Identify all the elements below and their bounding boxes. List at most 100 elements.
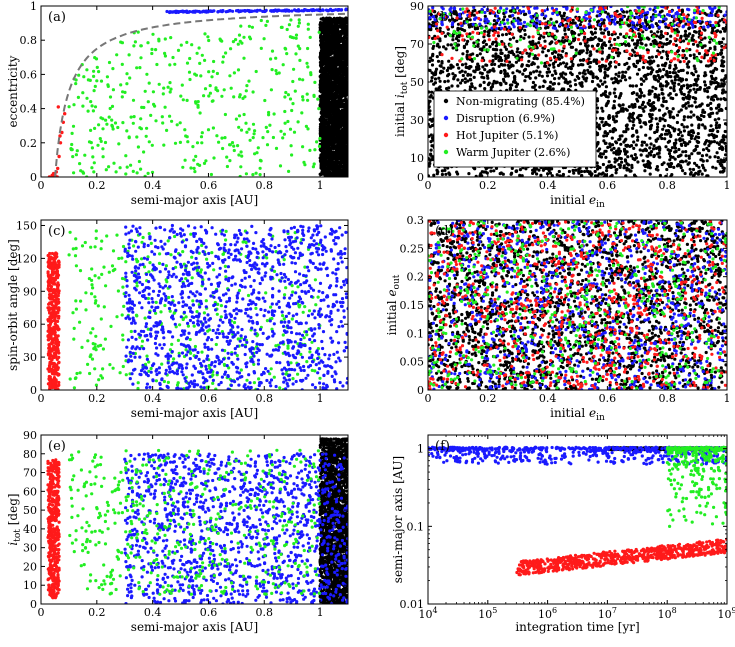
- data-point: [650, 89, 654, 93]
- data-point: [658, 173, 662, 177]
- data-point: [593, 31, 597, 35]
- data-point: [641, 107, 645, 111]
- data-point: [163, 51, 167, 56]
- data-point: [114, 170, 118, 174]
- data-point: [538, 70, 542, 74]
- data-point: [624, 70, 628, 74]
- data-point: [330, 42, 334, 46]
- data-point: [231, 40, 235, 44]
- data-point: [531, 171, 535, 175]
- data-point: [163, 37, 167, 41]
- data-point: [128, 76, 132, 80]
- data-point: [514, 85, 518, 89]
- data-point: [162, 86, 166, 90]
- data-point: [695, 163, 699, 167]
- data-point: [317, 144, 322, 148]
- data-point: [74, 82, 78, 86]
- data-point: [340, 89, 344, 93]
- data-point: [82, 75, 86, 79]
- data-point: [137, 159, 141, 164]
- data-point: [185, 135, 189, 139]
- data-point: [183, 158, 187, 162]
- data-point: [93, 126, 97, 130]
- data-point: [300, 9, 304, 13]
- data-point: [665, 37, 669, 42]
- data-point: [608, 46, 612, 50]
- data-point: [274, 146, 279, 150]
- data-point: [443, 80, 447, 84]
- data-point: [521, 72, 525, 76]
- data-point: [332, 20, 336, 24]
- data-point: [564, 72, 568, 76]
- data-point: [339, 101, 343, 105]
- data-point: [192, 166, 196, 170]
- data-point: [296, 120, 300, 124]
- data-point: [322, 162, 326, 166]
- data-point: [147, 81, 151, 85]
- data-point: [83, 153, 87, 157]
- data-point: [482, 76, 486, 80]
- data-point: [489, 169, 493, 173]
- data-point: [342, 138, 346, 142]
- data-point: [339, 24, 343, 28]
- y-tick-label: 0.2: [20, 137, 38, 150]
- data-point: [320, 110, 324, 114]
- data-point: [641, 100, 646, 104]
- data-point: [610, 77, 614, 81]
- data-point: [680, 134, 684, 138]
- data-point: [110, 118, 114, 122]
- data-point: [119, 83, 123, 87]
- data-point: [495, 48, 499, 52]
- data-point: [228, 143, 232, 147]
- data-point: [344, 137, 348, 141]
- data-point: [154, 119, 158, 123]
- data-point: [301, 78, 305, 82]
- data-point: [254, 69, 258, 74]
- y-tick-label: 0: [30, 171, 37, 184]
- data-point: [687, 156, 691, 160]
- data-point: [193, 72, 197, 76]
- data-point: [322, 62, 326, 66]
- data-point: [339, 8, 343, 12]
- data-point: [445, 68, 449, 73]
- data-point: [589, 52, 593, 57]
- data-point: [670, 146, 675, 150]
- data-point: [497, 64, 501, 68]
- data-point: [652, 101, 656, 105]
- data-point: [483, 29, 487, 33]
- data-point: [151, 32, 155, 36]
- data-point: [591, 32, 595, 36]
- data-point: [326, 99, 330, 103]
- data-point: [324, 167, 328, 171]
- data-point: [328, 126, 332, 130]
- data-point: [285, 27, 289, 32]
- data-point: [708, 40, 712, 44]
- data-point: [338, 147, 342, 151]
- data-point: [324, 77, 328, 81]
- data-point: [188, 77, 192, 82]
- data-point: [639, 24, 643, 29]
- data-point: [700, 154, 705, 158]
- data-point: [687, 154, 691, 158]
- data-point: [197, 9, 201, 14]
- data-point: [518, 168, 523, 172]
- data-point: [546, 49, 551, 53]
- data-point: [333, 123, 337, 127]
- data-point: [323, 57, 327, 61]
- data-point: [578, 23, 583, 27]
- data-point: [290, 9, 294, 13]
- data-point: [181, 165, 185, 169]
- data-point: [301, 98, 305, 102]
- data-point: [242, 112, 246, 117]
- data-point: [200, 141, 204, 145]
- data-point: [238, 93, 242, 97]
- data-point: [333, 106, 337, 110]
- data-point: [261, 9, 265, 13]
- data-point: [577, 33, 581, 37]
- data-point: [326, 152, 330, 156]
- data-point: [428, 134, 431, 138]
- data-point: [325, 63, 329, 67]
- data-point: [344, 70, 348, 74]
- data-point: [129, 163, 133, 167]
- data-point: [522, 36, 526, 40]
